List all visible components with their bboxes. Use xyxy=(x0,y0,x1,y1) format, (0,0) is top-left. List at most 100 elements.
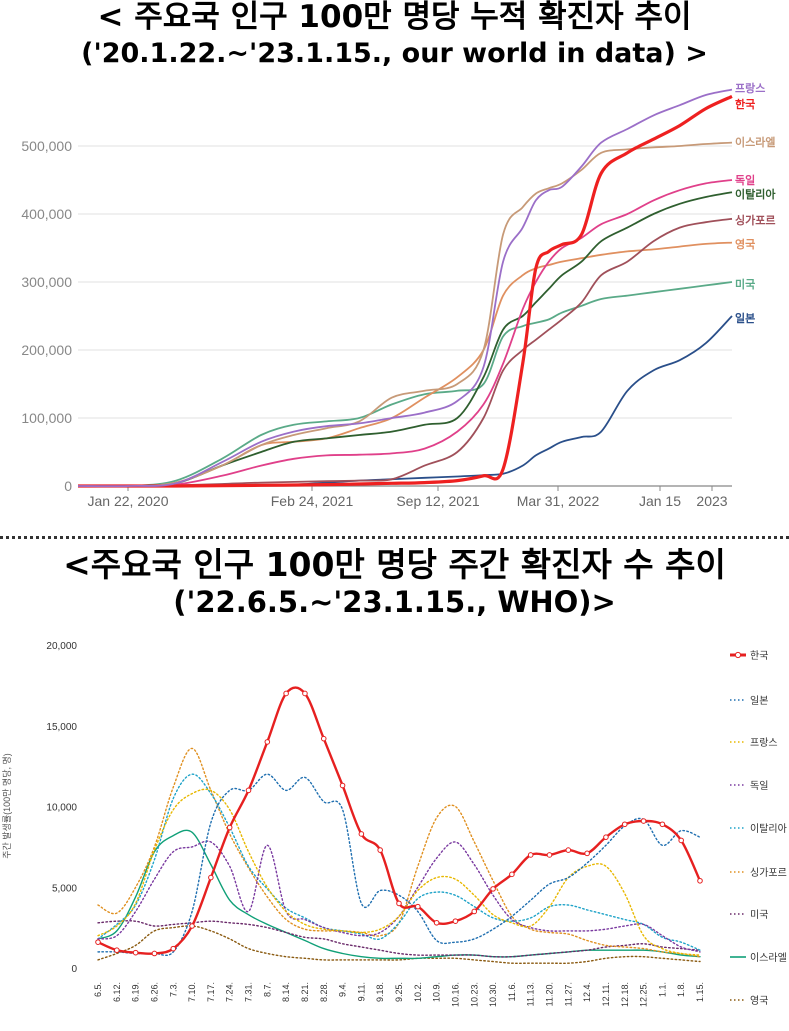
chart1-y-tick-label: 100,000 xyxy=(21,410,72,426)
chart1-series-line xyxy=(78,94,733,488)
chart2-x-tick-label: 7.24. xyxy=(225,982,235,1002)
chart2-y-tick-label: 20,000 xyxy=(46,641,77,652)
chart1-series-label: 독일 xyxy=(735,173,755,187)
chart2-x-tick-label: 11.27. xyxy=(563,982,573,1006)
chart2-series-line xyxy=(97,773,701,951)
chart1-x-tick-label: 2023 xyxy=(696,493,727,509)
chart2-korea-marker xyxy=(509,871,515,878)
chart2-korea-marker xyxy=(396,900,402,907)
chart2-x-tick-label: 8.14. xyxy=(281,982,291,1002)
chart2-korea-marker xyxy=(358,831,365,837)
chart2-korea-marker xyxy=(132,949,139,956)
chart2-x-tick-label: 11.13. xyxy=(526,982,536,1006)
chart2-series-line xyxy=(97,788,701,956)
chart2-korea-marker xyxy=(471,908,478,915)
chart2-title-line1: <주요국 인구 100만 명당 주간 확진자 수 추이 xyxy=(63,545,726,584)
chart1-x-tick-label: Feb 24, 2021 xyxy=(271,493,354,509)
chart1-x-tick-label: Jan 22, 2020 xyxy=(88,493,169,509)
chart2-x-tick-label: 10.16. xyxy=(450,982,460,1007)
chart2-legend-label: 이탈리아 xyxy=(750,822,787,835)
chart2-x-tick-label: 1.15. xyxy=(695,982,705,1002)
chart2-korea-marker xyxy=(208,874,214,881)
chart2-y-tick-label: 0 xyxy=(71,964,77,975)
chart2-series-line xyxy=(97,920,701,958)
chart2-x-tick-label: 6.19. xyxy=(131,982,141,1002)
chart1-series-label: 한국 xyxy=(735,97,755,111)
chart2-legend-label: 미국 xyxy=(750,909,768,921)
chart1-title-line2: ('20.1.22.~'23.1.15., our world in data)… xyxy=(81,38,708,69)
chart1-series-line xyxy=(77,241,733,488)
chart2-legend-label: 싱가포르 xyxy=(750,867,787,879)
chart2-legend-label: 한국 xyxy=(750,650,768,662)
chart2-series-line xyxy=(97,840,701,953)
chart2-x-tick-label: 7.10. xyxy=(187,982,197,1002)
chart1-series-label: 이탈리아 xyxy=(735,187,776,201)
chart2-korea-marker xyxy=(678,837,684,844)
chart1-series-label: 이스라엘 xyxy=(735,135,775,149)
chart2-korea-marker xyxy=(95,939,101,945)
chart2-series-line xyxy=(97,747,701,958)
chart2-korea-marker xyxy=(339,782,346,789)
chart2-x-tick-label: 8.21. xyxy=(300,982,310,1002)
chart2-legend-label: 일본 xyxy=(750,695,768,707)
chart2-x-tick-label: 12.25. xyxy=(639,982,649,1007)
chart2-x-tick-label: 12.18. xyxy=(620,982,630,1007)
chart1-series-line xyxy=(78,315,733,487)
chart2-korea-marker xyxy=(264,739,271,745)
chart2-korea-marker xyxy=(114,947,120,954)
chart2-x-tick-label: 1.1. xyxy=(657,982,667,997)
chart2-legend-label: 프랑스 xyxy=(750,737,778,749)
chart2-x-tick-label: 7.31. xyxy=(244,982,254,1002)
chart1-series-line xyxy=(77,179,733,487)
chart2-korea-marker xyxy=(170,945,177,952)
divider xyxy=(0,536,789,539)
chart1-y-tick-label: 400,000 xyxy=(21,206,72,222)
chart1-y-tick-label: 300,000 xyxy=(21,274,72,290)
chart2-korea-marker xyxy=(659,821,666,828)
chart2: 0 5,000 10,000 15,000 20,000 주간 발생률(100만 명당, … xyxy=(2,641,787,1007)
chart2-legend-marker xyxy=(734,651,742,659)
chart2-y-tick-label: 5,000 xyxy=(52,883,77,894)
chart2-x-tick-label: 11.20. xyxy=(545,982,555,1006)
chart2-legend-label: 독일 xyxy=(750,780,768,792)
chart2-x-tick-label: 10.2. xyxy=(413,982,423,1002)
chart2-series-line xyxy=(97,773,701,957)
chart2-x-tick-label: 6.26. xyxy=(149,982,159,1002)
chart2-korea-marker xyxy=(377,847,383,853)
chart2-x-tick-label: 1.8. xyxy=(676,982,686,997)
chart2-korea-marker xyxy=(621,821,628,828)
chart2-legend-label: 영국 xyxy=(750,995,768,1007)
chart1-series-label: 영국 xyxy=(735,238,755,251)
chart2-x-tick-label: 6.12. xyxy=(112,982,122,1002)
chart2-x-tick-label: 8.28. xyxy=(319,982,329,1002)
chart1-series-label: 미국 xyxy=(735,277,755,291)
chart2-korea-marker xyxy=(189,923,195,929)
chart1-x-tick-label: Sep 12, 2021 xyxy=(396,493,480,509)
chart2-y-tick-label: 10,000 xyxy=(46,803,77,814)
chart1-series-line xyxy=(77,281,733,488)
chart2-x-tick-label: 9.11. xyxy=(356,982,366,1001)
chart2-korea-marker xyxy=(527,852,534,858)
chart2-series-line xyxy=(96,686,702,955)
chart2-x-tick-label: 9.18. xyxy=(375,982,385,1002)
chart2-x-tick-label: 6.5. xyxy=(93,982,103,997)
chart2-x-tick-label: 9.25. xyxy=(394,982,404,1002)
chart1-y-tick-label: 500,000 xyxy=(21,138,72,154)
chart2-y-tick-label: 15,000 xyxy=(46,722,77,733)
chart2-korea-marker xyxy=(320,735,327,742)
chart2-korea-marker xyxy=(433,919,440,926)
chart2-series-line xyxy=(97,925,701,964)
chart2-korea-marker xyxy=(245,787,252,794)
chart2-korea-marker xyxy=(452,918,459,924)
chart1-title-line1: < 주요국 인구 100만 명당 누적 확진자 추이 xyxy=(97,0,692,35)
chart2-x-tick-label: 11.6. xyxy=(507,982,517,1001)
chart2-x-tick-label: 12.4. xyxy=(582,982,592,1002)
chart2-legend-label: 이스라엘 xyxy=(750,951,787,964)
chart2-korea-marker xyxy=(151,950,158,957)
chart2-x-tick-label: 10.23. xyxy=(469,982,479,1007)
chart1: 0 100,000 200,000 300,000 400,000 500,000 Jan … xyxy=(21,82,776,509)
chart2-x-tick-label: 8.7. xyxy=(262,982,272,997)
chart2-korea-marker xyxy=(584,850,590,857)
chart2-korea-marker xyxy=(226,824,233,831)
